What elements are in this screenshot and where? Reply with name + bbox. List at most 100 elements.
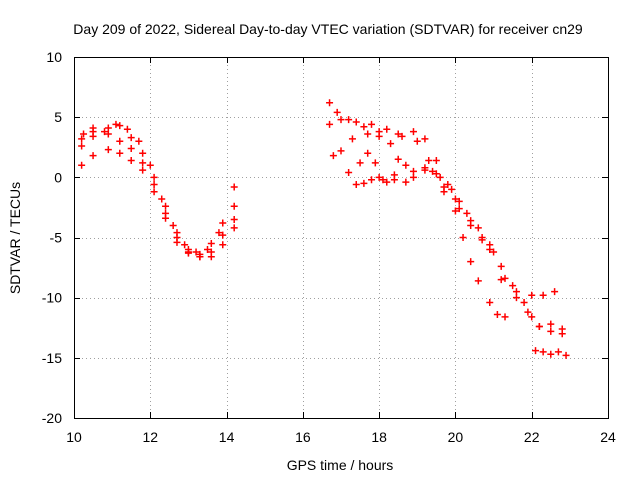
data-point <box>429 167 437 175</box>
x-tick-label: 10 <box>66 429 82 445</box>
data-point <box>127 144 135 152</box>
data-point <box>360 179 368 187</box>
data-point <box>539 348 547 356</box>
data-point <box>352 181 360 189</box>
data-point <box>360 123 368 131</box>
data-point <box>524 308 532 316</box>
y-tick-labels: 10 5 0 -5 -10 -15 -20 <box>42 49 62 426</box>
x-tick-label: 16 <box>295 429 311 445</box>
data-point <box>150 181 158 189</box>
data-point <box>89 152 97 160</box>
data-point <box>89 132 97 140</box>
data-point <box>184 249 192 257</box>
data-point <box>104 146 112 154</box>
data-point <box>326 120 334 128</box>
data-point <box>436 173 444 181</box>
data-point <box>467 258 475 266</box>
series-arc2-e <box>352 173 570 359</box>
data-point <box>207 253 215 261</box>
data-point <box>440 183 448 191</box>
x-tick-label: 12 <box>142 429 158 445</box>
data-point <box>230 202 238 210</box>
y-tick-label: 5 <box>54 109 62 125</box>
axis-ticks <box>74 57 609 419</box>
data-point <box>356 159 364 167</box>
data-point <box>169 221 177 229</box>
data-point <box>421 135 429 143</box>
data-point <box>539 291 547 299</box>
data-point <box>364 130 372 138</box>
data-point <box>146 161 154 169</box>
data-point <box>345 169 353 177</box>
data-point <box>387 140 395 148</box>
data-point <box>562 351 570 359</box>
data-point <box>493 311 501 319</box>
series-arc1-b <box>78 130 238 261</box>
data-point <box>512 288 520 296</box>
data-point <box>368 176 376 184</box>
data-point <box>402 161 410 169</box>
data-point <box>158 195 166 203</box>
data-point <box>497 262 505 270</box>
data-point <box>490 248 498 256</box>
data-point <box>230 215 238 223</box>
data-point <box>520 298 528 306</box>
data-point <box>371 159 379 167</box>
data-point <box>486 298 494 306</box>
data-point <box>379 176 387 184</box>
data-point <box>551 288 559 296</box>
data-point <box>368 120 376 128</box>
x-tick-labels: 10 12 14 16 18 20 22 24 <box>66 429 616 445</box>
series-layer <box>78 99 570 359</box>
data-point <box>444 181 452 189</box>
data-point <box>337 147 345 155</box>
data-point <box>112 120 120 128</box>
data-point <box>352 118 360 126</box>
data-point <box>173 238 181 246</box>
data-point <box>451 207 459 215</box>
data-point <box>478 234 486 241</box>
y-tick-label: 0 <box>54 169 62 185</box>
data-point <box>547 350 555 358</box>
data-point <box>123 125 131 133</box>
data-point <box>104 124 112 132</box>
data-point <box>78 161 86 169</box>
data-point <box>459 234 467 241</box>
data-point <box>432 170 440 178</box>
data-point <box>532 347 540 355</box>
data-point <box>196 253 204 261</box>
data-point <box>432 156 440 164</box>
x-tick-label: 14 <box>219 429 235 445</box>
data-point <box>78 135 86 143</box>
series-arc1-a <box>78 122 238 258</box>
y-axis-label: SDTVAR / TECUs <box>7 182 23 294</box>
data-point <box>501 313 509 321</box>
x-tick-label: 20 <box>448 429 464 445</box>
data-point <box>425 156 433 164</box>
y-tick-label: -10 <box>42 290 62 306</box>
data-point <box>219 231 227 239</box>
data-point <box>554 348 562 356</box>
data-point <box>345 116 353 124</box>
data-point <box>463 209 471 217</box>
data-point <box>150 173 158 181</box>
data-point <box>512 294 520 302</box>
data-point <box>409 128 417 136</box>
data-point <box>394 130 402 138</box>
data-point <box>383 125 391 133</box>
data-point <box>409 173 417 181</box>
data-point <box>116 137 124 145</box>
data-point <box>150 188 158 196</box>
y-tick-label: -20 <box>42 410 62 426</box>
y-tick-label: -15 <box>42 350 62 366</box>
series-arc2-d <box>345 149 566 333</box>
data-point <box>192 248 200 256</box>
series-arc1-c <box>78 146 238 261</box>
data-point <box>162 202 170 210</box>
series-arc2-a <box>326 99 559 299</box>
data-point <box>509 282 517 290</box>
data-point <box>413 137 421 145</box>
y-tick-label: -5 <box>50 230 63 246</box>
